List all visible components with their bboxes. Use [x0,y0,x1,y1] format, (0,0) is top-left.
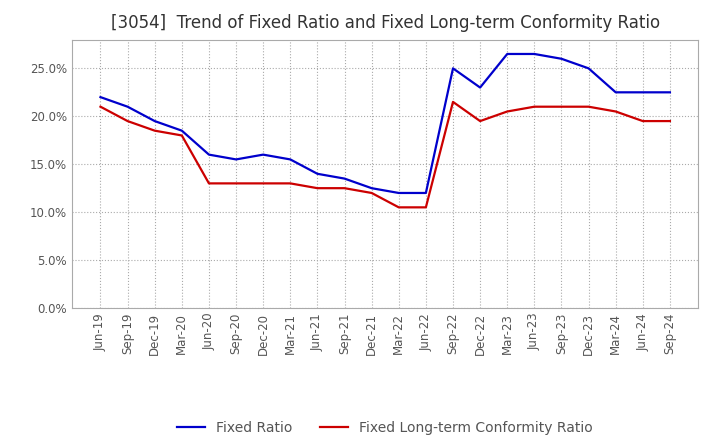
Fixed Ratio [367,186,376,191]
Fixed Long-term Conformity Ratio [530,104,539,109]
Fixed Long-term Conformity Ratio [232,181,240,186]
Fixed Long-term Conformity Ratio [150,128,159,133]
Fixed Ratio [150,118,159,124]
Fixed Long-term Conformity Ratio [557,104,566,109]
Fixed Long-term Conformity Ratio [259,181,268,186]
Line: Fixed Ratio: Fixed Ratio [101,54,670,193]
Title: [3054]  Trend of Fixed Ratio and Fixed Long-term Conformity Ratio: [3054] Trend of Fixed Ratio and Fixed Lo… [111,15,660,33]
Fixed Long-term Conformity Ratio [367,191,376,196]
Fixed Ratio [341,176,349,181]
Fixed Long-term Conformity Ratio [611,109,620,114]
Legend: Fixed Ratio, Fixed Long-term Conformity Ratio: Fixed Ratio, Fixed Long-term Conformity … [172,415,598,440]
Fixed Ratio [232,157,240,162]
Fixed Ratio [611,90,620,95]
Fixed Long-term Conformity Ratio [449,99,457,105]
Fixed Ratio [178,128,186,133]
Fixed Long-term Conformity Ratio [178,133,186,138]
Fixed Long-term Conformity Ratio [665,118,674,124]
Fixed Long-term Conformity Ratio [639,118,647,124]
Fixed Ratio [286,157,294,162]
Fixed Ratio [557,56,566,62]
Fixed Ratio [449,66,457,71]
Fixed Ratio [665,90,674,95]
Fixed Ratio [123,104,132,109]
Fixed Long-term Conformity Ratio [476,118,485,124]
Fixed Ratio [259,152,268,157]
Fixed Ratio [96,95,105,100]
Fixed Ratio [503,51,511,57]
Fixed Long-term Conformity Ratio [204,181,213,186]
Fixed Long-term Conformity Ratio [96,104,105,109]
Fixed Long-term Conformity Ratio [584,104,593,109]
Fixed Ratio [204,152,213,157]
Fixed Long-term Conformity Ratio [503,109,511,114]
Fixed Ratio [639,90,647,95]
Fixed Ratio [395,191,403,196]
Fixed Long-term Conformity Ratio [286,181,294,186]
Line: Fixed Long-term Conformity Ratio: Fixed Long-term Conformity Ratio [101,102,670,207]
Fixed Long-term Conformity Ratio [123,118,132,124]
Fixed Ratio [421,191,430,196]
Fixed Ratio [476,85,485,90]
Fixed Ratio [313,171,322,176]
Fixed Long-term Conformity Ratio [421,205,430,210]
Fixed Ratio [584,66,593,71]
Fixed Long-term Conformity Ratio [313,186,322,191]
Fixed Ratio [530,51,539,57]
Fixed Long-term Conformity Ratio [395,205,403,210]
Fixed Long-term Conformity Ratio [341,186,349,191]
